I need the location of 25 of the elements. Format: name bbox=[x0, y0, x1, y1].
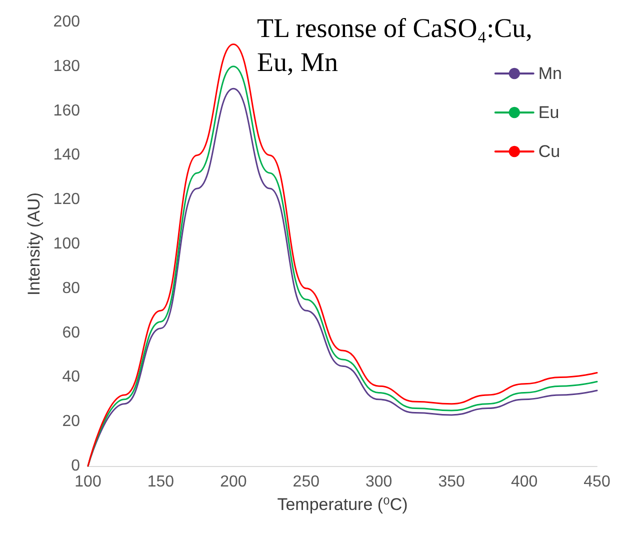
x-tick-label: 200 bbox=[220, 474, 247, 490]
x-tick-label: 150 bbox=[147, 474, 174, 490]
y-tick-label: 180 bbox=[53, 58, 80, 75]
x-tick-label: 400 bbox=[510, 474, 538, 490]
y-tick-label: 200 bbox=[53, 14, 80, 30]
y-tick-label: 140 bbox=[53, 146, 80, 164]
x-tick-label: 450 bbox=[584, 474, 610, 490]
x-tick-label: 300 bbox=[366, 474, 392, 490]
y-tick-label: 160 bbox=[53, 102, 80, 120]
y-tick-label: 80 bbox=[62, 280, 80, 297]
y-tick-label: 20 bbox=[62, 413, 80, 430]
legend-label: Cu bbox=[538, 142, 560, 161]
y-tick-label: 0 bbox=[71, 458, 80, 474]
y-tick-label: 60 bbox=[62, 324, 80, 342]
x-tick-label: 350 bbox=[438, 474, 466, 490]
chart-title: TL resonse of CaSO₄:Cu, Eu, Mn bbox=[257, 13, 540, 77]
legend-label: Mn bbox=[538, 64, 562, 83]
y-tick-label: 120 bbox=[53, 191, 80, 208]
x-axis-title: Temperature (⁰C) bbox=[277, 495, 408, 514]
y-tick-label: 40 bbox=[62, 368, 80, 386]
x-tick-label: 250 bbox=[292, 474, 320, 490]
y-tick-label: 100 bbox=[53, 236, 80, 252]
y-axis-title: Intensity (AU) bbox=[24, 192, 44, 296]
legend-label: Eu bbox=[538, 103, 560, 122]
x-tick-label: 100 bbox=[74, 474, 102, 490]
